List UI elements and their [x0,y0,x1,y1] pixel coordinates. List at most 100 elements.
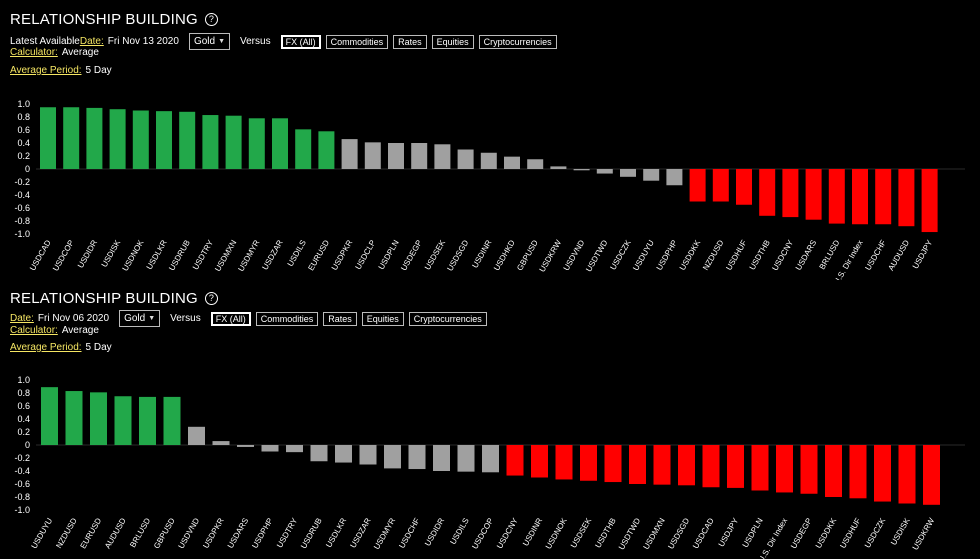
bar-usdpkr[interactable] [212,441,230,445]
bar-usdclp[interactable] [364,142,381,169]
bar-usdils[interactable] [457,445,475,472]
bar-usdisk[interactable] [109,109,126,169]
bar-usdczk[interactable] [874,445,891,502]
bar-gbpusd[interactable] [527,159,544,169]
question-circle-icon[interactable]: ? [204,13,218,26]
bar-usdmxn[interactable] [225,115,242,169]
bar-usdhuf[interactable] [736,169,752,205]
bar-usdcop[interactable] [63,107,80,169]
tab-equities[interactable]: Equities [361,311,404,326]
bar-usdnok[interactable] [132,110,149,170]
bar-usddkk[interactable] [689,169,706,202]
asset-select[interactable]: Gold ▼ [119,310,161,327]
bar-usdegp[interactable] [800,445,818,494]
bar-nzdusd[interactable] [65,391,83,445]
tab-commodities[interactable]: Commodities [325,34,389,49]
bar-u-s-dir-index[interactable] [776,445,793,493]
bar-usdrub[interactable] [310,445,328,462]
average-period-link[interactable]: Average Period: [10,342,82,353]
bar-brlusd[interactable] [139,396,156,445]
bar-usdcny[interactable] [782,169,799,218]
calculator-value: Average [61,47,99,58]
bar-usdinr[interactable] [531,445,548,478]
bar-usdczk[interactable] [620,169,636,177]
bar-usdjpy[interactable] [727,445,744,488]
bar-u-s-dir-index[interactable] [852,169,868,225]
tab-commodities[interactable]: Commodities [255,311,319,326]
bar-usdchf[interactable] [875,169,892,225]
bar-usdars[interactable] [805,169,822,220]
question-circle-icon[interactable]: ? [204,292,218,305]
bar-eurusd[interactable] [90,392,107,445]
bar-usdsgd[interactable] [457,149,474,170]
bar-usdthb[interactable] [604,445,622,483]
bar-eurusd[interactable] [318,131,335,169]
bar-usdkrw[interactable] [923,445,940,505]
bar-usdtwd[interactable] [596,169,613,174]
bar-usdpkr[interactable] [341,139,358,169]
bar-usdthb[interactable] [759,169,776,216]
bar-usdsek[interactable] [434,144,451,169]
bar-usdphp[interactable] [261,445,279,452]
bar-usdcny[interactable] [506,445,524,476]
date-link[interactable]: Date: [79,36,104,47]
bar-usdegp[interactable] [411,143,428,169]
tab-equities[interactable]: Equities [431,34,474,49]
bar-nzdusd[interactable] [712,169,729,202]
bar-usdmyr[interactable] [248,118,265,169]
bar-usdils[interactable] [295,129,312,169]
y-tick-label: 0 [25,164,30,174]
bar-usdrub[interactable] [179,111,196,169]
bar-usdjpy[interactable] [921,169,938,233]
bar-usddkk[interactable] [825,445,842,497]
tab-rates[interactable]: Rates [393,34,427,49]
bar-usdzar[interactable] [359,445,377,465]
bar-usdtwd[interactable] [629,445,646,484]
bar-usdsek[interactable] [580,445,597,481]
bar-usdisk[interactable] [898,445,916,504]
bar-usdidr[interactable] [433,445,450,471]
bar-usdars[interactable] [237,445,254,447]
bar-usdidr[interactable] [86,107,103,169]
tab-cryptocurrencies[interactable]: Cryptocurrencies [478,34,557,49]
average-period-link[interactable]: Average Period: [10,65,82,76]
calculator-link[interactable]: Calculator: [10,325,58,336]
bar-usdinr[interactable] [480,152,497,169]
bar-usdpln[interactable] [388,143,404,169]
bar-usdkrw[interactable] [550,166,567,169]
bar-usduyu[interactable] [41,387,58,445]
bar-usdchf[interactable] [408,445,426,470]
bar-usdpln[interactable] [751,445,769,491]
bar-usdvnd[interactable] [573,169,590,171]
bar-usdmyr[interactable] [384,445,401,469]
bar-usdcad[interactable] [702,445,720,488]
bar-usdlkr[interactable] [335,445,352,463]
date-link[interactable]: Date: [10,313,34,324]
bar-brlusd[interactable] [828,169,845,224]
bar-usdmxn[interactable] [653,445,671,485]
tab-fx-all[interactable]: FX (All) [210,311,251,326]
tab-cryptocurrencies[interactable]: Cryptocurrencies [408,311,487,326]
bar-usdnok[interactable] [555,445,573,480]
x-tick-label: USDPKR [330,238,355,272]
bar-usdcop[interactable] [482,445,499,473]
tab-rates[interactable]: Rates [323,311,357,326]
bar-usdlkr[interactable] [156,111,172,169]
tab-fx-all[interactable]: FX (All) [280,34,321,49]
bar-usduyu[interactable] [643,169,660,181]
bar-audusd[interactable] [898,169,915,227]
bar-usdvnd[interactable] [188,426,205,445]
asset-select[interactable]: Gold ▼ [188,33,230,50]
bar-usdtry[interactable] [202,115,219,169]
bar-usdtry[interactable] [286,445,303,453]
bar-usdhuf[interactable] [849,445,867,499]
calculator-row: Calculator: Average [10,325,99,336]
bar-usdzar[interactable] [272,118,288,169]
calculator-link[interactable]: Calculator: [10,47,58,58]
bar-usdcad[interactable] [40,107,56,169]
bar-audusd[interactable] [114,396,132,445]
bar-usdsgd[interactable] [678,445,695,486]
bar-usdphp[interactable] [666,169,683,186]
bar-usdhkd[interactable] [504,156,520,169]
bar-gbpusd[interactable] [163,396,181,445]
